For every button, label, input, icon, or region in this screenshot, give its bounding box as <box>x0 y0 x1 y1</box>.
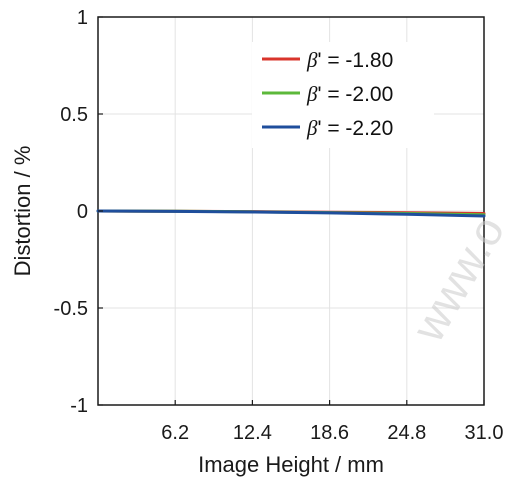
y-tick-label: 0.5 <box>60 104 88 126</box>
x-tick-label: 18.6 <box>310 422 349 444</box>
x-tick-label: 31.0 <box>465 422 504 444</box>
legend-label-1: β' = -1.80 <box>306 48 393 72</box>
x-axis-label: Image Height / mm <box>198 452 384 477</box>
y-tick-label: -1 <box>70 395 88 417</box>
legend-label-3: β' = -2.20 <box>306 116 393 140</box>
y-tick-label: 1 <box>77 7 88 29</box>
series-lines <box>96 209 486 218</box>
series-line-3 <box>96 209 486 218</box>
x-tick-label: 24.8 <box>387 422 426 444</box>
x-tick-label: 6.2 <box>161 422 189 444</box>
y-tick-label: 0 <box>77 201 88 223</box>
x-tick-label: 12.4 <box>233 422 272 444</box>
legend-label-2: β' = -2.00 <box>306 82 393 106</box>
legend: β' = -1.80 β' = -2.00 β' = -2.20 <box>252 42 434 148</box>
axis-ticks: 6.2 12.4 18.6 24.8 31.0 1 0.5 0 -0.5 -1 <box>54 7 504 444</box>
y-tick-label: -0.5 <box>54 298 88 320</box>
y-axis-label: Distortion / % <box>10 146 35 277</box>
